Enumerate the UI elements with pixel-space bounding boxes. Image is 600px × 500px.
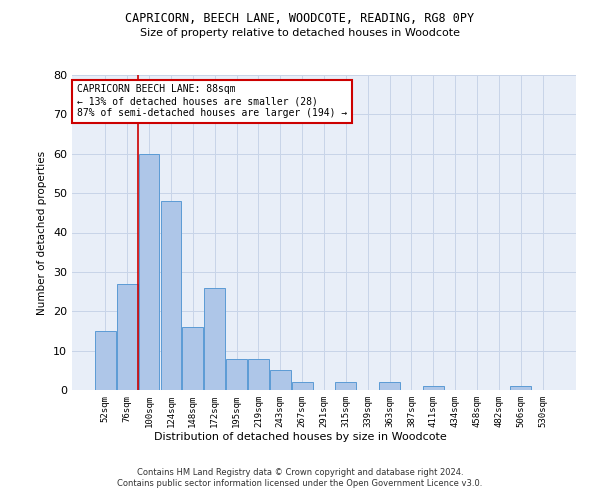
Bar — [335, 382, 356, 390]
Text: Contains HM Land Registry data © Crown copyright and database right 2024.
Contai: Contains HM Land Registry data © Crown c… — [118, 468, 482, 487]
Bar — [161, 201, 181, 390]
Bar — [226, 358, 247, 390]
Text: Distribution of detached houses by size in Woodcote: Distribution of detached houses by size … — [154, 432, 446, 442]
Bar — [204, 288, 225, 390]
Bar — [511, 386, 531, 390]
Bar — [270, 370, 290, 390]
Text: Size of property relative to detached houses in Woodcote: Size of property relative to detached ho… — [140, 28, 460, 38]
Y-axis label: Number of detached properties: Number of detached properties — [37, 150, 47, 314]
Bar — [117, 284, 137, 390]
Bar — [423, 386, 444, 390]
Bar — [379, 382, 400, 390]
Bar — [182, 327, 203, 390]
Text: CAPRICORN, BEECH LANE, WOODCOTE, READING, RG8 0PY: CAPRICORN, BEECH LANE, WOODCOTE, READING… — [125, 12, 475, 26]
Bar — [292, 382, 313, 390]
Text: CAPRICORN BEECH LANE: 88sqm
← 13% of detached houses are smaller (28)
87% of sem: CAPRICORN BEECH LANE: 88sqm ← 13% of det… — [77, 84, 347, 117]
Bar — [95, 331, 116, 390]
Bar — [139, 154, 160, 390]
Bar — [248, 358, 269, 390]
